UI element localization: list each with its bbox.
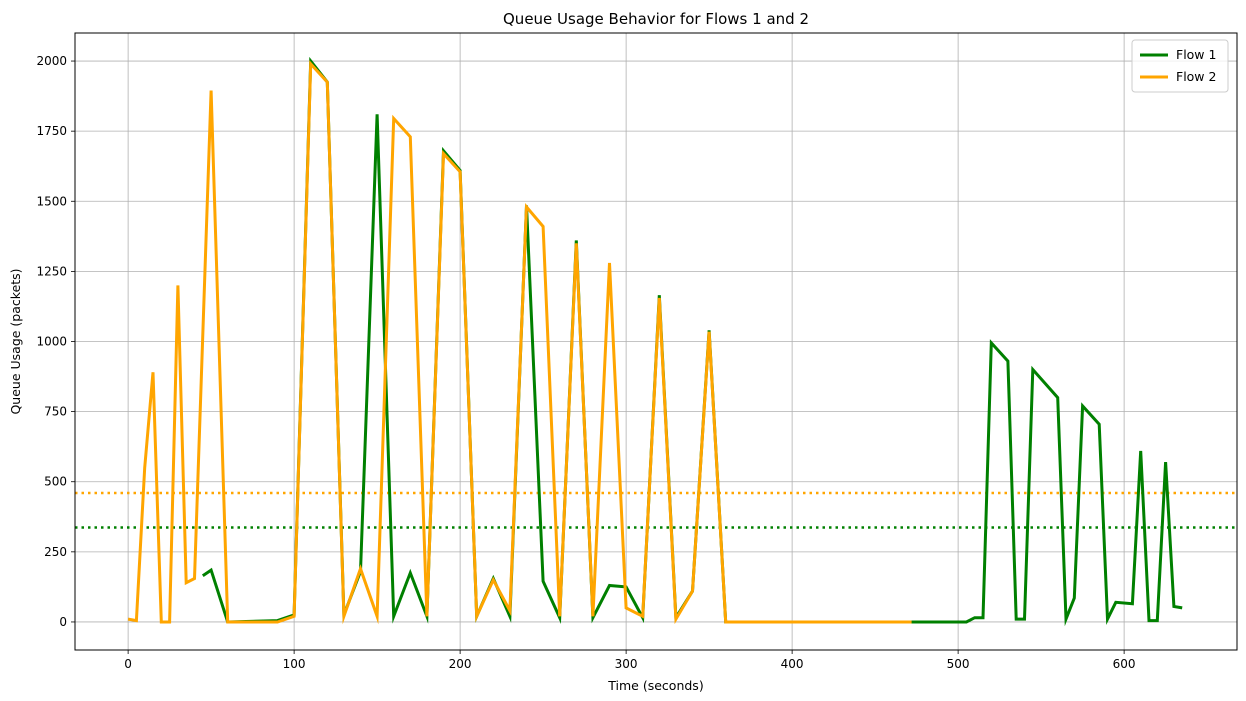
series-lines <box>127 56 1183 627</box>
x-tick-label: 500 <box>947 657 970 671</box>
y-tick-label: 2000 <box>36 54 67 68</box>
x-tick-label: 0 <box>124 657 132 671</box>
grid-lines <box>75 33 1237 650</box>
y-tick-label: 1750 <box>36 124 67 138</box>
x-tick-label: 100 <box>283 657 306 671</box>
y-tick-label: 1500 <box>36 194 67 208</box>
x-tick-label: 400 <box>781 657 804 671</box>
y-tick-label: 250 <box>44 545 67 559</box>
x-tick-label: 200 <box>449 657 472 671</box>
legend-label: Flow 1 <box>1176 47 1216 62</box>
x-tick-label: 600 <box>1113 657 1136 671</box>
y-tick-label: 1250 <box>36 264 67 278</box>
x-axis-label: Time (seconds) <box>607 678 703 693</box>
legend-label: Flow 2 <box>1176 69 1216 84</box>
y-tick-label: 750 <box>44 405 67 419</box>
y-tick-label: 500 <box>44 475 67 489</box>
x-tick-label: 300 <box>615 657 638 671</box>
series-line-flow-2 <box>127 60 912 625</box>
y-axis-label: Queue Usage (packets) <box>8 268 23 414</box>
y-tick-label: 1000 <box>36 335 67 349</box>
chart-title: Queue Usage Behavior for Flows 1 and 2 <box>503 10 809 28</box>
legend-box <box>1131 39 1229 93</box>
reference-lines <box>75 491 1237 529</box>
y-tick-label: 0 <box>59 615 67 629</box>
axis-ticks: 0 100 200 300 400 500 600 0 250 500 750 1000 1250 150… <box>36 54 1135 671</box>
legend: Flow 1 Flow 2 <box>1131 39 1229 93</box>
